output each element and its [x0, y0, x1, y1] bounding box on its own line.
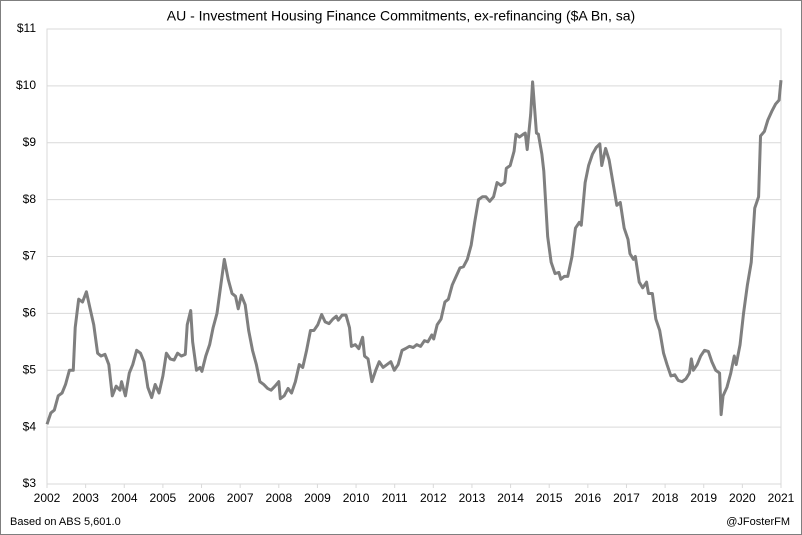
x-tick-label: 2018	[652, 491, 679, 505]
x-tick-label: 2011	[382, 491, 408, 505]
x-tick-label: 2009	[304, 491, 331, 505]
chart-title: AU - Investment Housing Finance Commitme…	[167, 8, 635, 24]
x-tick-label: 2006	[188, 491, 215, 505]
data-line	[45, 80, 783, 425]
x-tick-label: 2016	[574, 491, 601, 505]
x-tick-label: 2008	[265, 491, 292, 505]
x-tick-label: 2004	[111, 491, 138, 505]
source-note: Based on ABS 5,601.0	[10, 516, 121, 528]
y-tick-label: $3	[23, 476, 37, 490]
plot-frame	[46, 28, 782, 485]
y-tick-label: $4	[23, 419, 37, 433]
y-tick-label: $6	[23, 306, 37, 320]
y-tick-label: $9	[23, 135, 37, 149]
x-tick-label: 2020	[729, 491, 756, 505]
x-tick-label: 2014	[497, 491, 524, 505]
x-tick-label: 2005	[150, 491, 177, 505]
y-tick-label: $5	[23, 362, 37, 376]
credit-note: @JFosterFM	[726, 516, 790, 528]
x-tick-label: 2019	[690, 491, 717, 505]
x-tick-label: 2010	[343, 491, 370, 505]
x-tick-label: 2003	[72, 491, 99, 505]
x-tick-label: 2017	[613, 491, 640, 505]
x-tick-label: 2007	[227, 491, 254, 505]
y-tick-label: $8	[23, 192, 37, 206]
y-tick-label: $7	[23, 249, 37, 263]
x-tick-label: 2002	[34, 491, 61, 505]
x-tick-label: 2021	[768, 491, 795, 505]
x-tick-label: 2012	[420, 491, 447, 505]
y-tick-label: $10	[16, 78, 36, 92]
y-tick-label: $11	[17, 21, 36, 35]
x-tick-label: 2013	[459, 491, 486, 505]
x-tick-label: 2015	[536, 491, 563, 505]
